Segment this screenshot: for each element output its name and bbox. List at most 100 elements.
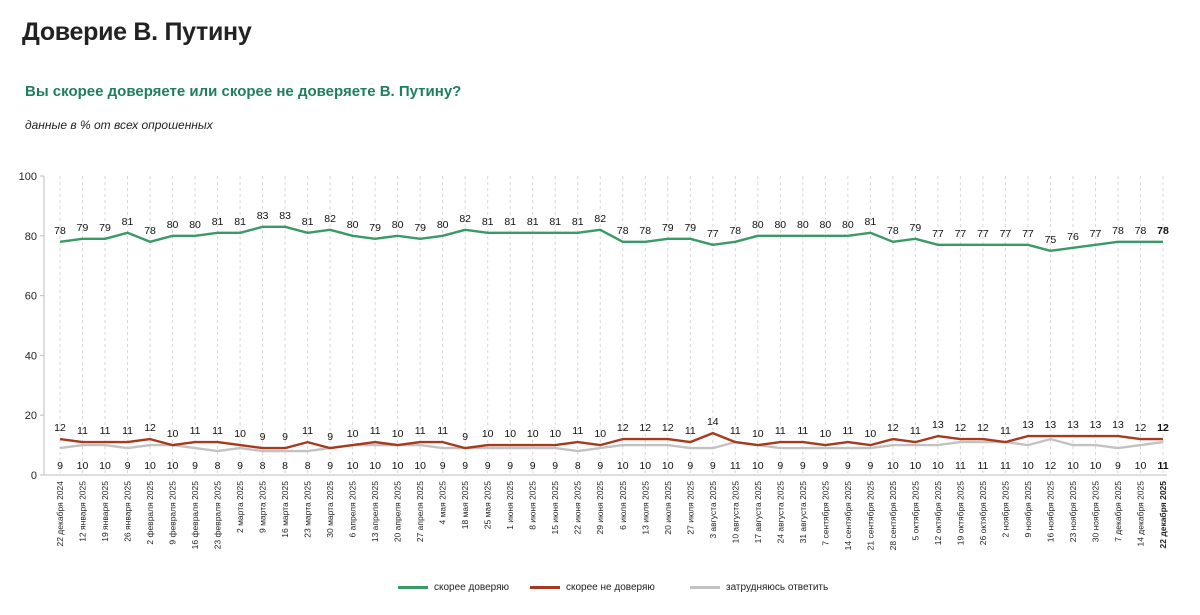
data-label-trust: 77: [707, 228, 719, 240]
y-tick-label: 100: [19, 171, 37, 183]
x-tick-label: 7 сентября 2025: [820, 481, 830, 546]
data-label-trust: 79: [369, 222, 381, 234]
x-tick-label: 23 февраля 2025: [213, 481, 223, 550]
data-label-distrust: 9: [327, 431, 333, 443]
x-tick-label: 27 июля 2025: [685, 481, 695, 535]
legend-label-distrust: скорее не доверяю: [566, 582, 655, 593]
data-label-distrust: 12: [639, 422, 651, 434]
x-tick-label: 19 октября 2025: [955, 481, 965, 546]
data-label-distrust: 10: [820, 428, 832, 440]
legend-label-trust: скорее доверяю: [434, 582, 510, 593]
data-label-undecided: 9: [800, 460, 806, 472]
x-tick-label: 1 июня 2025: [505, 481, 515, 530]
data-label-trust: 78: [1112, 225, 1124, 237]
data-label-undecided: 10: [414, 460, 426, 472]
data-label-undecided: 10: [1090, 460, 1102, 472]
data-label-distrust: 11: [797, 425, 808, 437]
x-tick-label: 10 августа 2025: [730, 481, 740, 544]
x-tick-label: 29 июня 2025: [595, 481, 605, 535]
data-label-undecided: 10: [1135, 460, 1147, 472]
data-label-distrust: 10: [347, 428, 359, 440]
y-tick-label: 80: [25, 231, 37, 243]
data-label-distrust: 13: [1112, 419, 1124, 431]
data-label-undecided: 10: [392, 460, 404, 472]
data-label-undecided: 9: [822, 460, 828, 472]
data-label-undecided: 10: [144, 460, 156, 472]
data-label-trust: 79: [414, 222, 426, 234]
legend-item-trust: скорее доверяю: [398, 582, 509, 593]
data-label-distrust: 12: [1135, 422, 1147, 434]
y-tick-label: 0: [31, 470, 37, 482]
data-label-distrust: 10: [392, 428, 404, 440]
data-label-distrust: 11: [842, 425, 853, 437]
x-tick-label: 22 июня 2025: [573, 481, 583, 535]
data-label-distrust: 10: [865, 428, 877, 440]
data-label-distrust: 11: [572, 425, 583, 437]
data-label-distrust: 10: [549, 428, 561, 440]
data-label-distrust: 11: [190, 425, 201, 437]
data-label-distrust: 12: [144, 422, 156, 434]
data-label-trust: 81: [504, 216, 516, 228]
data-label-distrust: 12: [887, 422, 899, 434]
data-label-trust: 80: [842, 219, 854, 231]
data-label-trust: 78: [729, 225, 741, 237]
x-tick-label: 2 марта 2025: [235, 481, 245, 533]
data-label-trust: 80: [167, 219, 179, 231]
data-label-trust: 78: [617, 225, 629, 237]
x-tick-label: 26 января 2025: [123, 481, 133, 542]
data-label-undecided: 10: [887, 460, 899, 472]
x-tick-label: 19 января 2025: [100, 481, 110, 542]
data-label-trust: 78: [144, 225, 156, 237]
x-tick-label: 9 ноября 2025: [1023, 481, 1033, 538]
x-tick-label: 20 апреля 2025: [393, 481, 403, 542]
data-label-distrust: 12: [662, 422, 674, 434]
series-line-trust: [59, 225, 1163, 253]
data-label-distrust: 11: [370, 425, 381, 437]
x-tick-label: 24 августа 2025: [775, 481, 785, 544]
data-label-distrust: 10: [504, 428, 516, 440]
data-label-distrust: 13: [932, 419, 944, 431]
data-label-trust: 80: [797, 219, 809, 231]
series-line-distrust: [59, 431, 1163, 450]
data-label-trust: 81: [122, 216, 134, 228]
data-label-undecided: 9: [597, 460, 603, 472]
x-tick-label: 27 апреля 2025: [415, 481, 425, 542]
x-tick-label: 3 августа 2025: [708, 481, 718, 539]
data-label-trust: 80: [752, 219, 764, 231]
x-tick-label: 6 апреля 2025: [348, 481, 358, 538]
legend-swatch-trust: [398, 586, 428, 589]
data-label-distrust: 11: [910, 425, 921, 437]
x-tick-label: 22 декабря 2025: [1158, 481, 1168, 549]
x-tick-label: 16 марта 2025: [280, 481, 290, 538]
data-label-trust: 77: [1000, 228, 1012, 240]
data-label-distrust: 11: [437, 425, 448, 437]
data-label-distrust: 13: [1067, 419, 1079, 431]
data-label-distrust: 10: [167, 428, 179, 440]
legend-label-undecided: затрудняюсь ответить: [726, 582, 829, 593]
data-label-distrust: 13: [1090, 419, 1102, 431]
data-label-undecided: 9: [845, 460, 851, 472]
data-label-trust: 81: [212, 216, 224, 228]
data-label-trust: 81: [482, 216, 494, 228]
data-label-undecided: 12: [1045, 460, 1057, 472]
legend-item-distrust: скорее не доверяю: [530, 582, 655, 593]
x-tick-label: 16 февраля 2025: [190, 481, 200, 550]
data-label-trust: 75: [1045, 234, 1057, 246]
x-tick-label: 12 января 2025: [78, 481, 88, 542]
data-label-undecided: 10: [347, 460, 359, 472]
data-label-trust: 81: [865, 216, 877, 228]
x-tick-label: 23 ноября 2025: [1068, 481, 1078, 542]
data-label-trust: 77: [1090, 228, 1102, 240]
data-label-undecided: 11: [1157, 460, 1168, 472]
data-label-undecided: 9: [125, 460, 131, 472]
line-chart: 0 20 40 60 80 100 22 декабря 2024 12 января 202…: [19, 171, 1169, 550]
data-label-trust: 80: [189, 219, 201, 231]
x-tick-label: 2 февраля 2025: [145, 481, 155, 545]
chart-question: Вы скорее доверяете или скорее не доверя…: [25, 83, 462, 100]
data-label-distrust: 12: [977, 422, 989, 434]
data-label-undecided: 9: [507, 460, 513, 472]
data-label-distrust: 11: [100, 425, 111, 437]
data-label-undecided: 10: [1067, 460, 1079, 472]
data-label-trust: 83: [279, 210, 291, 222]
data-label-distrust: 11: [685, 425, 696, 437]
